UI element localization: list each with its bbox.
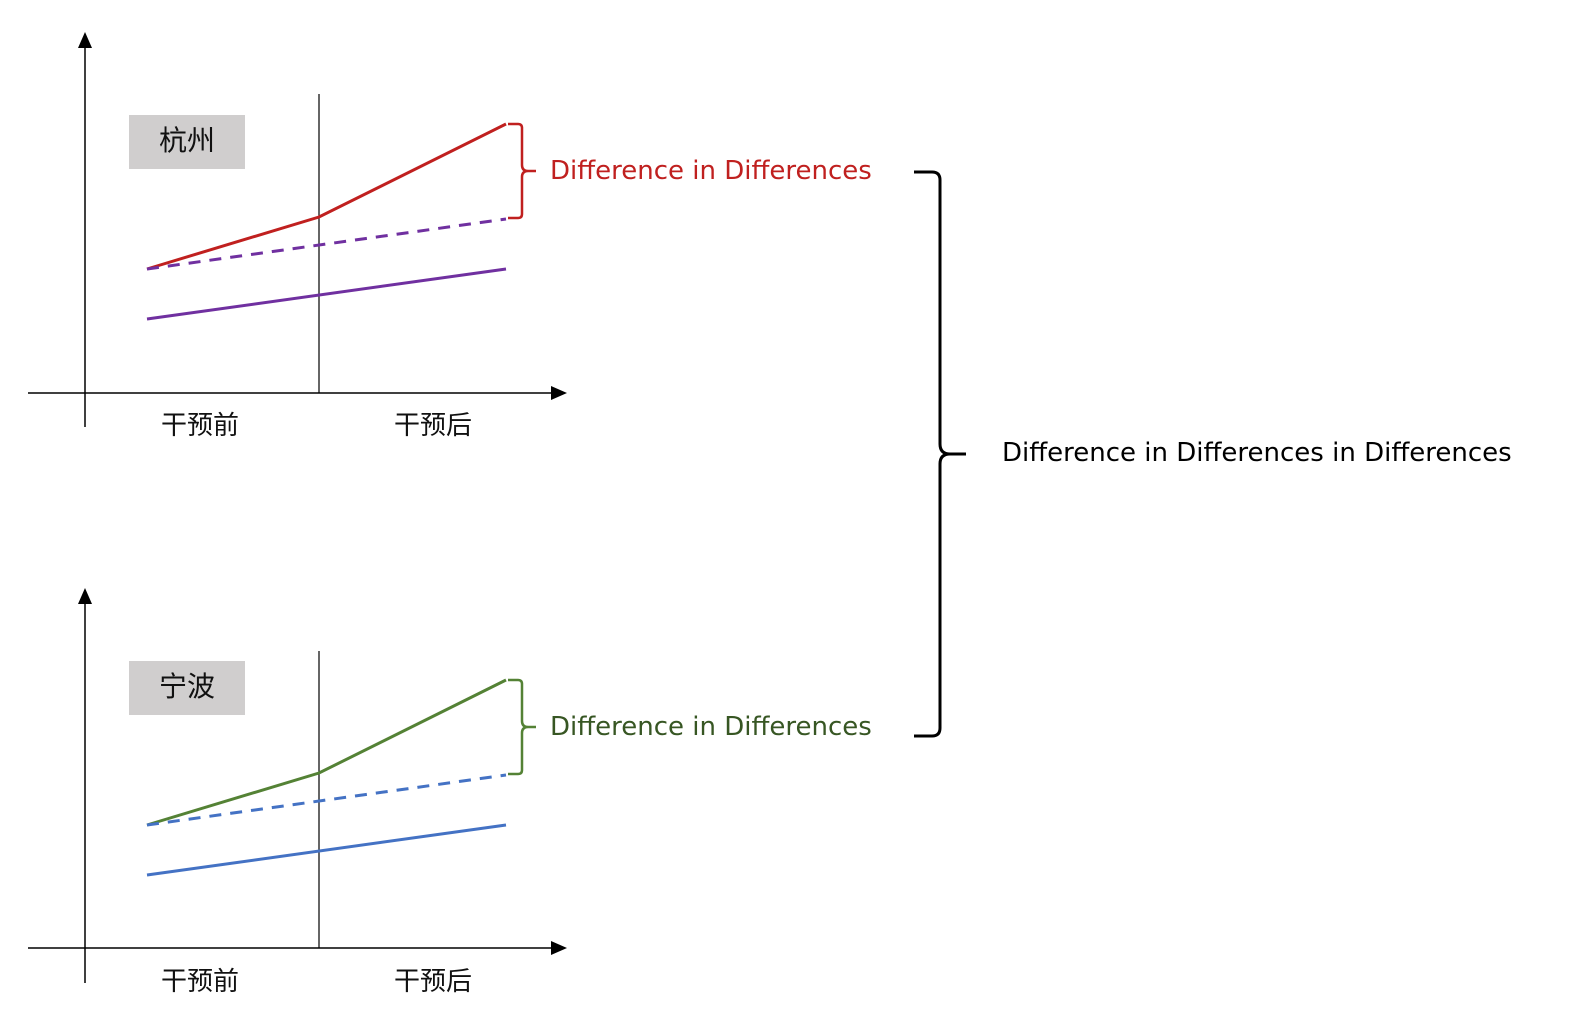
did-label: Difference in Differences	[550, 156, 872, 186]
panel-hangzhou: 杭州 Difference in Differences 干预前 干预后	[28, 32, 872, 441]
did-brace	[508, 122, 536, 220]
panel-ningbo: 宁波 Difference in Differences 干预前 干预后	[28, 588, 872, 997]
x-tick-post: 干预后	[394, 411, 472, 441]
ddd-brace	[914, 170, 966, 738]
x-tick-pre: 干预前	[161, 967, 239, 997]
y-axis-arrow-icon	[78, 588, 92, 604]
city-label: 杭州	[159, 124, 215, 157]
city-label: 宁波	[159, 670, 215, 703]
did-label: Difference in Differences	[550, 712, 872, 742]
ddd-label: Difference in Differences in Differences	[1002, 438, 1512, 468]
y-axis-arrow-icon	[78, 32, 92, 48]
x-axis-arrow-icon	[551, 386, 567, 400]
x-tick-post: 干预后	[394, 967, 472, 997]
city-label-box	[129, 115, 245, 169]
city-label-box	[129, 661, 245, 715]
ddd-group: Difference in Differences in Differences	[914, 170, 1512, 738]
treated-line	[146, 122, 507, 271]
x-tick-pre: 干预前	[161, 411, 239, 441]
control-line	[146, 267, 507, 321]
control-line	[146, 823, 507, 877]
counterfactual-line	[146, 773, 507, 827]
x-axis-arrow-icon	[551, 941, 567, 955]
counterfactual-line	[146, 217, 507, 271]
treated-line	[146, 678, 507, 827]
did-brace	[508, 678, 536, 776]
